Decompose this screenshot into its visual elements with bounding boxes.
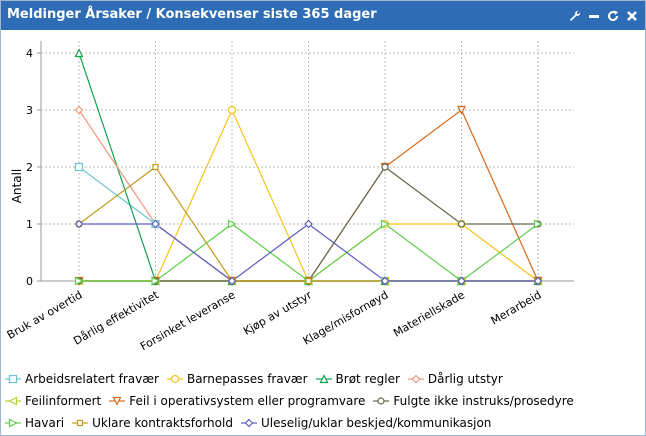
series-2-point: [227, 105, 237, 115]
legend-symbol: [373, 397, 390, 405]
series-8-point: [380, 219, 390, 229]
y-tick-label: 4: [26, 47, 33, 60]
series-10-point: [227, 276, 237, 286]
x-tick-label: Bruk av overtid: [5, 288, 85, 342]
legend-marker: [411, 374, 421, 384]
legend-row: Arbeidsrelatert fravær Barnepasses fravær…: [5, 371, 511, 387]
legend-marker: [8, 374, 18, 384]
legend-symbol: [315, 374, 332, 384]
series-7-point: [381, 163, 389, 171]
legend-label: Havari: [25, 416, 65, 430]
legend-label: Fulgte ikke instruks/prosedyre: [393, 394, 574, 408]
x-tick-label: Merarbeid: [489, 288, 544, 327]
series-line-6: [79, 109, 539, 282]
series-9-point: [152, 163, 159, 171]
legend-symbol: [240, 418, 257, 428]
legend-marker: [244, 418, 254, 428]
series-line-8: [79, 223, 539, 282]
widget-title: Meldinger Årsaker / Konsekvenser siste 3…: [7, 7, 377, 22]
series-10-point: [533, 276, 543, 286]
series-1-point: [74, 162, 84, 172]
series-7-point: [457, 220, 466, 228]
legend-symbol: [5, 374, 21, 384]
y-tick-label: 0: [26, 275, 33, 288]
legend-marker: [8, 396, 18, 406]
minimize-icon[interactable]: [586, 8, 601, 23]
legend-item[interactable]: Arbeidsrelatert fravær: [5, 372, 159, 386]
legend-label: Uleselig/uklar beskjed/kommunikasjon: [260, 416, 492, 430]
y-tick-label: 2: [26, 161, 33, 174]
series-line-10: [79, 223, 538, 282]
legend-item[interactable]: Dårlig utstyr: [407, 372, 503, 386]
legend-item[interactable]: Feil i operativsystem eller programvare: [109, 394, 365, 408]
legend-row: Havari Uklare kontraktsforhold Uleselig/uk…: [5, 415, 499, 431]
series-8-point: [227, 219, 237, 229]
legend-marker: [112, 396, 122, 406]
y-tick-label: 3: [26, 104, 33, 117]
legend-item[interactable]: Brøt regler: [315, 372, 400, 386]
legend-symbol: [72, 419, 89, 427]
series-9-point: [305, 277, 312, 285]
series-10-point: [304, 219, 313, 229]
legend-label: Barnepasses fravær: [186, 372, 308, 386]
x-tick-label: Materiellskade: [391, 288, 467, 339]
legend-label: Dårlig utstyr: [427, 372, 503, 386]
widget-tools: [567, 8, 639, 23]
legend-item[interactable]: Feilinformert: [5, 394, 101, 408]
refresh-icon[interactable]: [605, 8, 620, 23]
legend-symbol: [5, 418, 21, 428]
widget-titlebar: Meldinger Årsaker / Konsekvenser siste 3…: [1, 1, 645, 30]
series-6-point: [457, 105, 466, 115]
legend-marker: [8, 418, 18, 428]
series-10-point: [74, 219, 84, 229]
series-10-point: [151, 219, 160, 229]
legend-symbol: [109, 396, 126, 406]
legend-marker: [319, 374, 329, 384]
series-line-4: [78, 109, 538, 282]
y-tick-label: 1: [26, 218, 33, 231]
legend-symbol: [166, 374, 183, 384]
series-10-point: [380, 276, 390, 286]
legend-symbol: [5, 396, 21, 406]
legend-item[interactable]: Barnepasses fravær: [166, 372, 308, 386]
legend-label: Feilinformert: [25, 394, 102, 408]
legend-item[interactable]: Havari: [5, 416, 64, 430]
close-icon[interactable]: [624, 8, 639, 23]
series-4-point: [74, 105, 84, 115]
series-3-point: [74, 48, 84, 58]
series-10-point: [457, 276, 466, 286]
legend-symbol: [407, 374, 424, 384]
series-8-point: [74, 276, 84, 286]
legend-label: Brøt regler: [335, 372, 400, 386]
legend-label: Uklare kontraktsforhold: [92, 416, 233, 430]
legend-marker: [170, 374, 180, 384]
series-8-point: [151, 276, 161, 286]
series-line-2: [79, 108, 539, 282]
legend-marker: [77, 419, 84, 427]
legend-item[interactable]: Fulgte ikke instruks/prosedyre: [373, 394, 574, 408]
legend-marker: [377, 397, 385, 405]
legend-label: Arbeidsrelatert fravær: [25, 372, 159, 386]
x-tick-label: Klage/misfornøyd: [301, 288, 391, 347]
series-8-point: [533, 219, 543, 229]
legend-label: Feil i operativsystem eller programvare: [129, 394, 366, 408]
legend-item[interactable]: Uklare kontraktsforhold: [72, 416, 233, 430]
wrench-icon[interactable]: [567, 8, 582, 23]
x-tick-label: Kjøp av utstyr: [241, 288, 314, 338]
legend-item[interactable]: Uleselig/uklar beskjed/kommunikasjon: [240, 416, 492, 430]
legend-row: Feilinformert Feil i operativsystem eller…: [5, 393, 582, 409]
